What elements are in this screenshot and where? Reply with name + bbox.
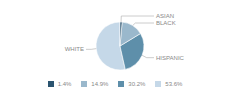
html-text:53.6%: 53.6% xyxy=(165,81,183,87)
svg-text:ASIAN: ASIAN xyxy=(156,13,174,19)
html-text:1.4%: 1.4% xyxy=(57,81,72,87)
svg-text:HISPANIC: HISPANIC xyxy=(156,55,185,61)
html-text:14.9%: 14.9% xyxy=(91,81,109,87)
svg-text:WHITE: WHITE xyxy=(65,46,84,52)
html-text:30.2%: 30.2% xyxy=(128,81,146,87)
svg-text:BLACK: BLACK xyxy=(156,20,176,26)
